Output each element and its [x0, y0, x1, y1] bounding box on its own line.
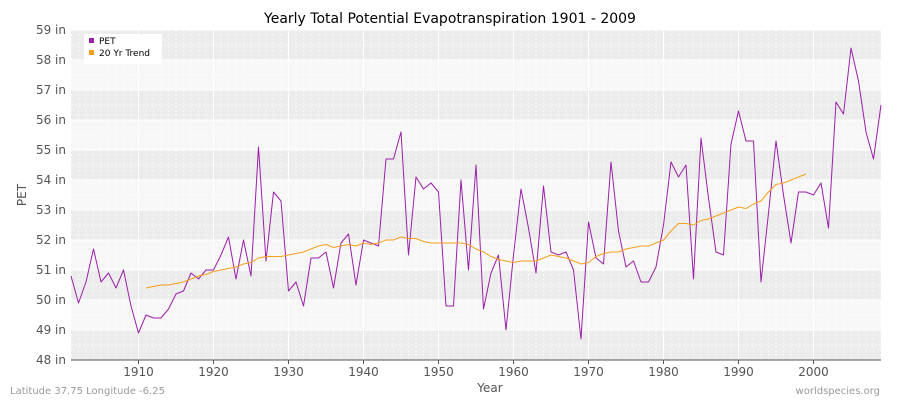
x-axis-title: Year — [476, 381, 502, 395]
x-tick-label: 1920 — [198, 365, 229, 379]
y-tick-label: 54 in — [36, 173, 66, 187]
y-tick-label: 49 in — [36, 323, 66, 337]
y-tick-label: 58 in — [36, 53, 66, 67]
footer-location: Latitude 37.75 Longitude -6.25 — [10, 386, 165, 397]
series-layer — [70, 47, 882, 340]
x-tick-label: 1970 — [573, 365, 604, 379]
y-tick-label: 51 in — [36, 263, 66, 277]
y-axis-title: PET — [15, 183, 29, 206]
y-tick-label: 50 in — [36, 293, 66, 307]
y-tick-label: 59 in — [36, 23, 66, 37]
y-tick-label: 55 in — [36, 143, 66, 157]
y-tick-label: 48 in — [36, 353, 66, 367]
legend-label-pet: PET — [99, 37, 116, 47]
x-tick-label: 1940 — [348, 365, 379, 379]
x-tick-label: 1980 — [648, 365, 679, 379]
y-tick-label: 57 in — [36, 83, 66, 97]
x-tick-label: 1960 — [498, 365, 529, 379]
y-tick-label: 56 in — [36, 113, 66, 127]
x-tick-label: 1930 — [273, 365, 304, 379]
y-tick-label: 52 in — [36, 233, 66, 247]
trend-series-line — [145, 173, 807, 289]
pet-series-line — [70, 47, 882, 340]
y-axis: 48 in 49 in 50 in 51 in 52 in 53 in 54 in 55 in… — [36, 23, 66, 367]
legend-label-trend: 20 Yr Trend — [99, 49, 150, 59]
legend-box — [84, 34, 162, 64]
footer-source: worldspecies.org — [796, 386, 880, 397]
x-axis: 1910 1920 1930 1940 1950 1960 1970 1980 1990 2000 — [123, 360, 829, 379]
legend-swatch-pet — [89, 38, 94, 43]
x-tick-label: 1950 — [423, 365, 454, 379]
legend-swatch-trend — [89, 50, 94, 55]
y-tick-label: 53 in — [36, 203, 66, 217]
x-tick-label: 1990 — [723, 365, 754, 379]
x-tick-label: 1910 — [123, 365, 154, 379]
chart-title: Yearly Total Potential Evapotranspiratio… — [263, 11, 636, 27]
x-tick-label: 2000 — [798, 365, 829, 379]
legend: PET 20 Yr Trend — [84, 34, 162, 64]
